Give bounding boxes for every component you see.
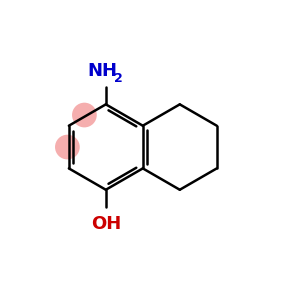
Text: NH: NH — [87, 62, 117, 80]
Circle shape — [72, 103, 97, 128]
Text: 2: 2 — [114, 72, 123, 85]
Text: OH: OH — [91, 214, 121, 232]
Circle shape — [55, 135, 80, 159]
